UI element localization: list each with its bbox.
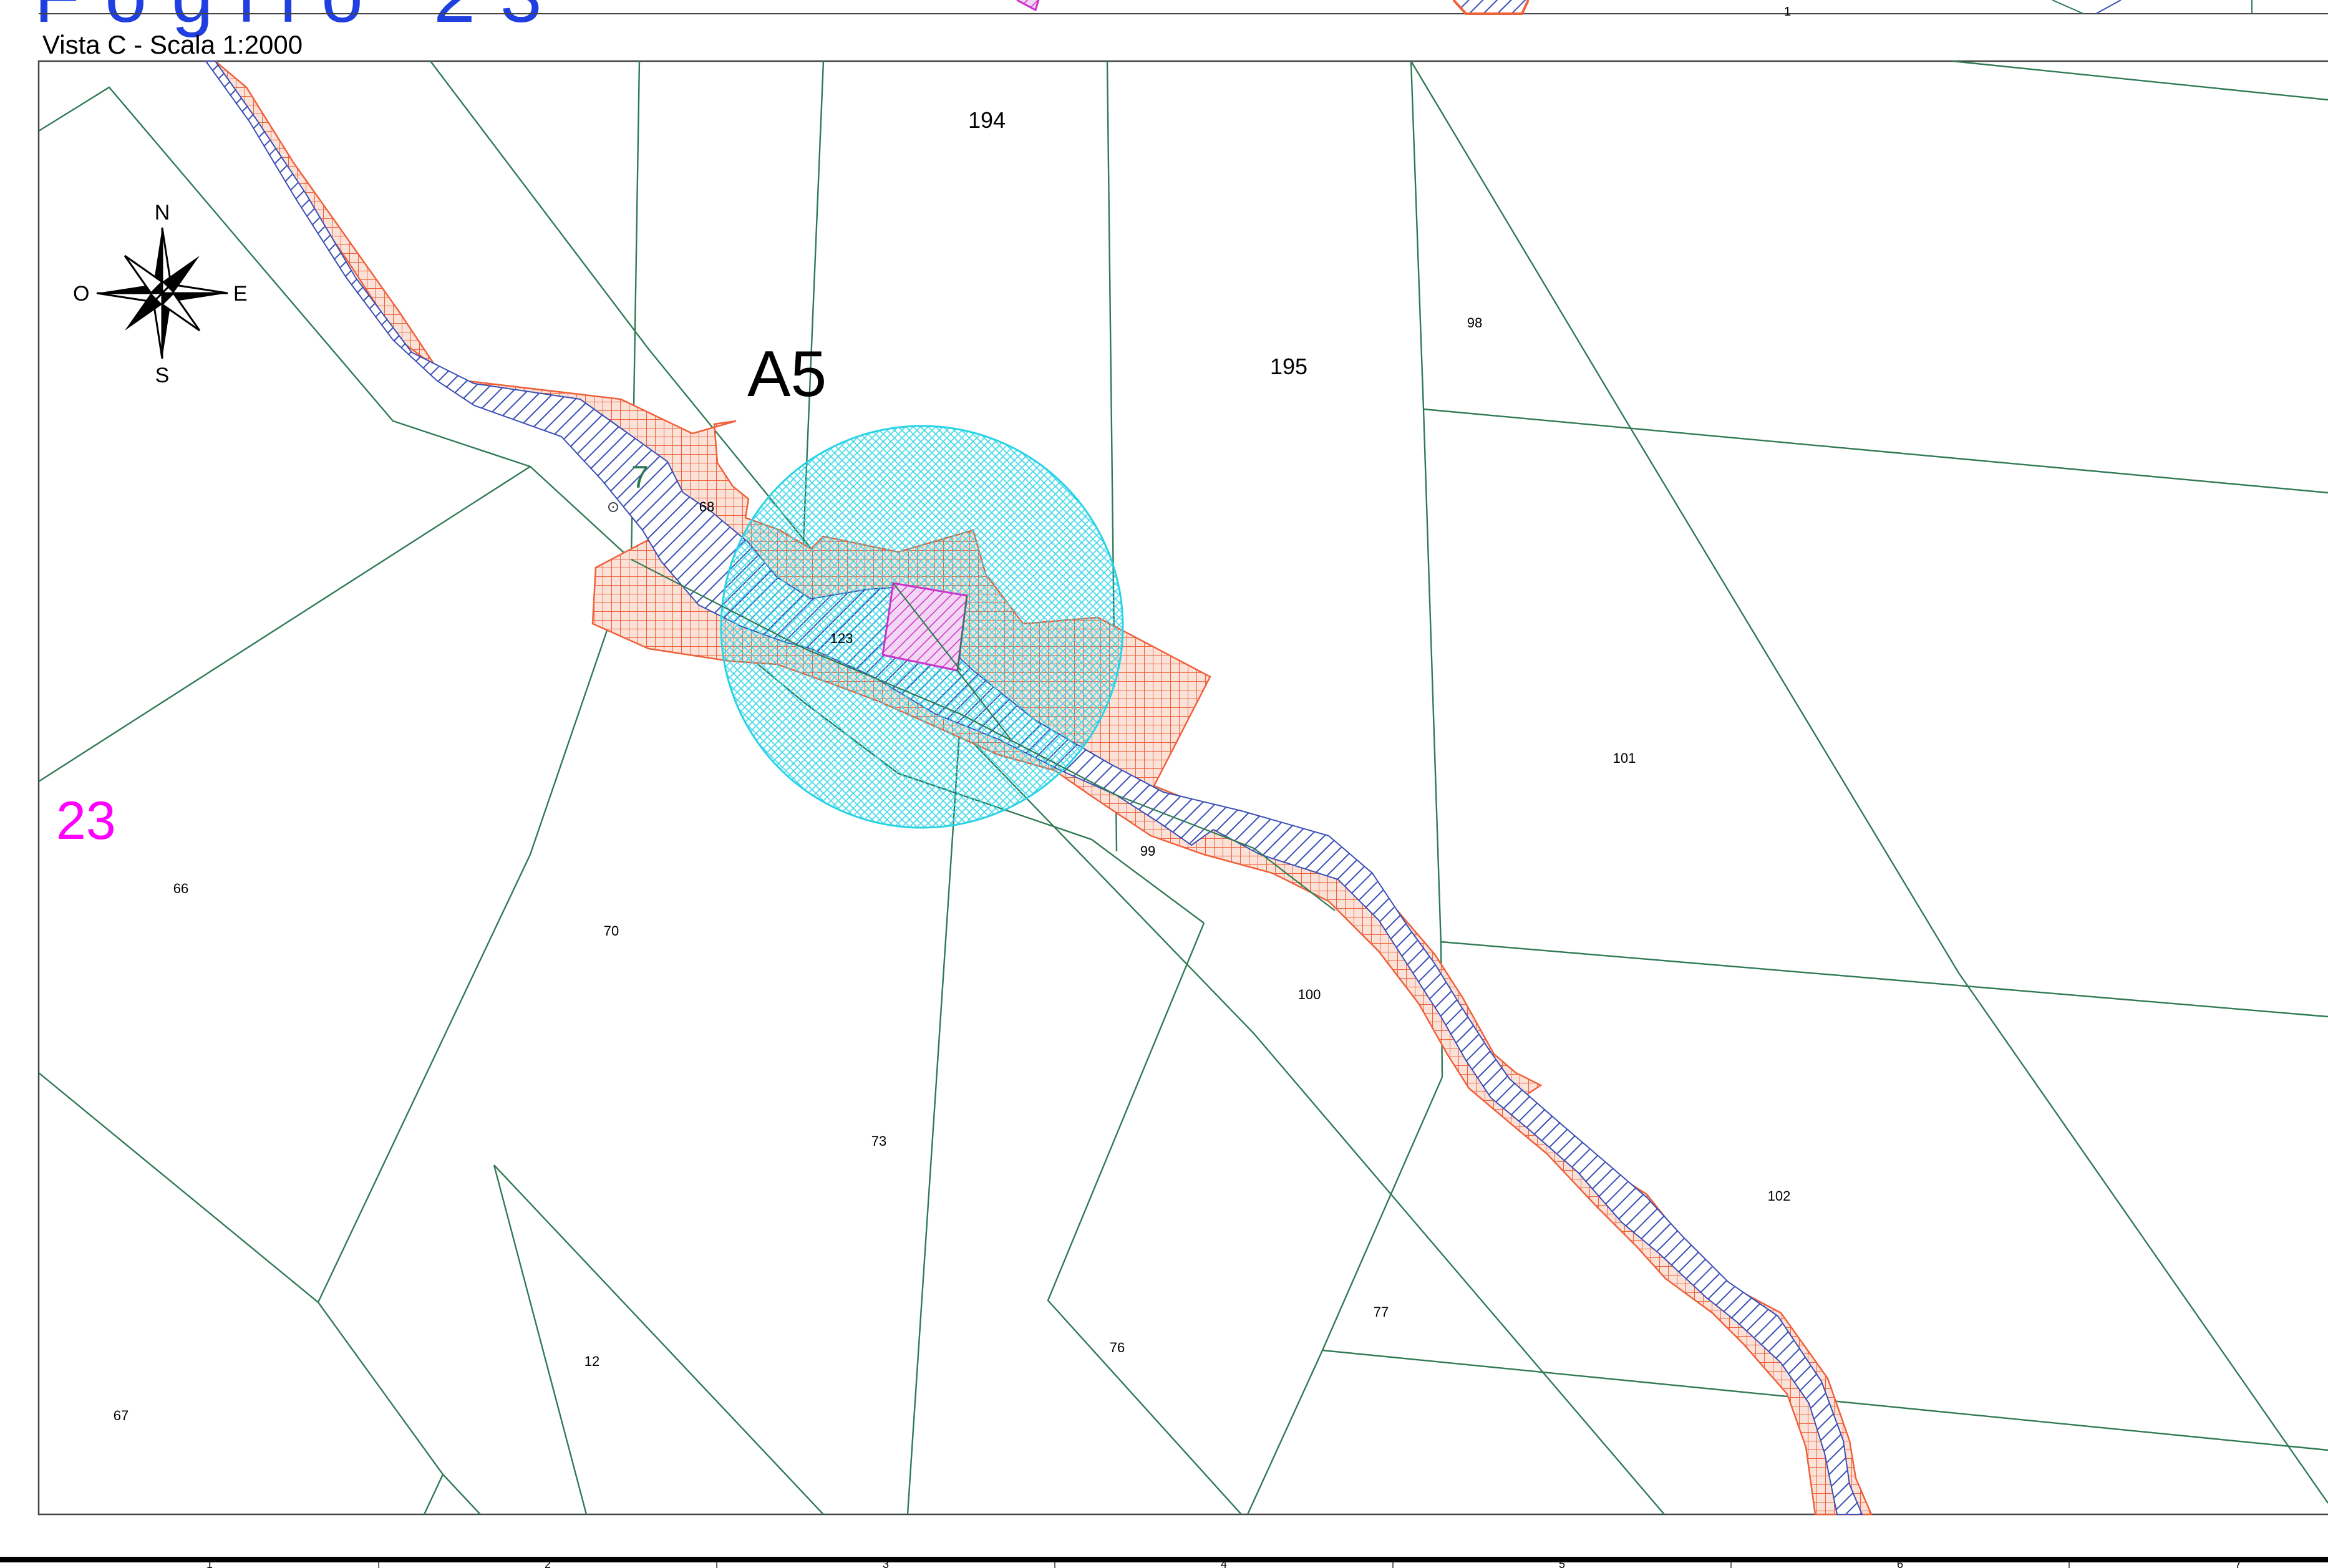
parcel-number: 70 xyxy=(604,923,619,939)
parcel-numbers: 194 195 98 68 123 101 99 66 70 100 73 10… xyxy=(114,107,1791,1423)
parcel-number: 68 xyxy=(699,499,714,515)
compass-south-label: S xyxy=(155,364,170,387)
parcel-number: 67 xyxy=(114,1408,129,1423)
parcel-number: 102 xyxy=(1768,1188,1791,1204)
parcel-number: 77 xyxy=(1374,1304,1389,1320)
scale-bar: 1 2 3 4 5 6 7 xyxy=(0,1557,2328,1568)
structure-polygon xyxy=(881,582,968,672)
survey-point-icon xyxy=(608,502,618,512)
scale-tick-label: 7 xyxy=(2235,1558,2241,1568)
parcel-boundaries xyxy=(38,60,2328,1515)
view-label: Vista C - Scala 1:2000 xyxy=(42,30,303,59)
scale-tick-label: 1 xyxy=(206,1558,213,1568)
scale-tick-label: 3 xyxy=(883,1558,889,1568)
parcel-number: 98 xyxy=(1467,315,1482,331)
parcel-number: 194 xyxy=(968,107,1006,133)
parcel-number: 73 xyxy=(871,1133,886,1149)
parcel-number: 195 xyxy=(1270,354,1307,379)
parcel-number: 99 xyxy=(1140,843,1155,859)
scale-tick-label: 6 xyxy=(1897,1558,1903,1568)
compass-east-label: E xyxy=(233,282,248,306)
parcel-number: 76 xyxy=(1110,1340,1125,1355)
compass-west-label: O xyxy=(73,282,89,306)
parcel-number: 66 xyxy=(173,881,188,896)
sheet-title: Foglio 23 xyxy=(34,0,567,38)
parcel-number: 12 xyxy=(584,1353,599,1369)
top-strip: Foglio 23 1 xyxy=(34,0,2328,38)
parcel-number: 100 xyxy=(1298,987,1321,1002)
scale-tick-label: 4 xyxy=(1221,1558,1227,1568)
parcel-number: 101 xyxy=(1613,750,1636,766)
map-frame xyxy=(37,60,2328,1516)
channel-lines xyxy=(631,559,1336,911)
parcel-number: 123 xyxy=(830,631,853,646)
top-number: 1 xyxy=(1784,5,1791,19)
parcel-label-7: 7 xyxy=(631,460,649,495)
scale-tick-label: 2 xyxy=(545,1558,551,1568)
scale-tick-label: 5 xyxy=(1559,1558,1565,1568)
compass-rose: N S E O xyxy=(73,201,248,387)
sheet-number-label: 23 xyxy=(56,791,116,851)
area-label: A5 xyxy=(747,338,827,410)
compass-north-label: N xyxy=(155,201,170,225)
